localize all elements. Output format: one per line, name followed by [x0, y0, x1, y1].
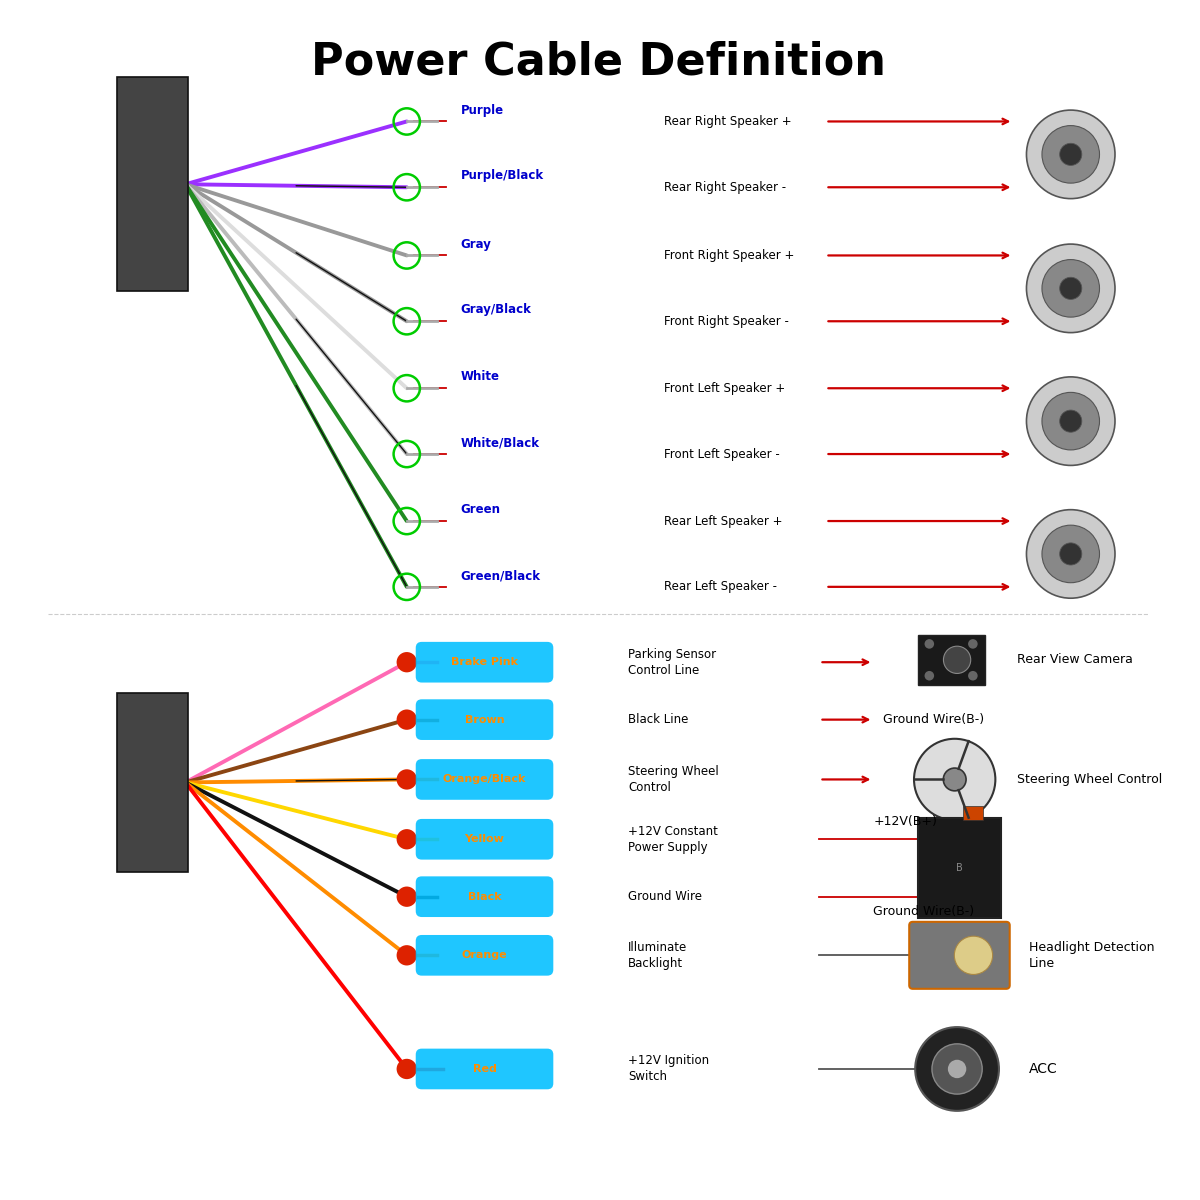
Text: Rear Right Speaker -: Rear Right Speaker -	[664, 181, 786, 193]
Text: Orange: Orange	[462, 950, 508, 960]
FancyBboxPatch shape	[964, 805, 983, 820]
Text: Front Left Speaker +: Front Left Speaker +	[664, 382, 785, 395]
Circle shape	[1026, 377, 1115, 466]
Text: White: White	[461, 371, 499, 384]
Circle shape	[968, 671, 978, 680]
FancyBboxPatch shape	[118, 694, 188, 871]
Text: Purple: Purple	[461, 103, 504, 116]
Circle shape	[954, 936, 992, 974]
Circle shape	[948, 1060, 966, 1078]
Circle shape	[1060, 277, 1081, 300]
Circle shape	[968, 640, 978, 649]
Circle shape	[924, 671, 934, 680]
FancyBboxPatch shape	[415, 1049, 553, 1090]
Circle shape	[916, 1027, 998, 1111]
Text: Green/Black: Green/Black	[461, 569, 540, 582]
Text: Power Cable Definition: Power Cable Definition	[311, 40, 886, 83]
Text: Purple/Black: Purple/Black	[461, 169, 544, 182]
Text: White/Black: White/Black	[461, 437, 540, 449]
Circle shape	[914, 739, 995, 820]
Text: Rear View Camera: Rear View Camera	[1016, 653, 1133, 666]
Circle shape	[1042, 126, 1099, 184]
FancyBboxPatch shape	[415, 935, 553, 976]
Text: Brown: Brown	[464, 715, 504, 725]
Circle shape	[943, 768, 966, 791]
Text: Black Line: Black Line	[628, 713, 689, 726]
Text: B: B	[956, 863, 962, 872]
Circle shape	[924, 640, 934, 649]
Text: Ground Wire(B-): Ground Wire(B-)	[883, 713, 984, 726]
Text: Parking Sensor
Control Line: Parking Sensor Control Line	[628, 648, 716, 677]
Text: Red: Red	[473, 1064, 497, 1074]
Circle shape	[1042, 526, 1099, 583]
Circle shape	[396, 709, 416, 730]
Text: +12V Ignition
Switch: +12V Ignition Switch	[628, 1055, 709, 1084]
Text: Front Right Speaker -: Front Right Speaker -	[664, 314, 788, 328]
Text: Front Right Speaker +: Front Right Speaker +	[664, 248, 794, 262]
Text: Rear Left Speaker -: Rear Left Speaker -	[664, 581, 776, 593]
Circle shape	[396, 829, 416, 850]
Text: Brake Pink: Brake Pink	[451, 658, 518, 667]
Text: Rear Right Speaker +: Rear Right Speaker +	[664, 115, 792, 128]
FancyBboxPatch shape	[910, 922, 1009, 989]
FancyBboxPatch shape	[415, 642, 553, 683]
Circle shape	[943, 646, 971, 673]
Text: Green: Green	[461, 503, 500, 516]
Circle shape	[1060, 143, 1081, 166]
Circle shape	[396, 1058, 416, 1079]
Text: Orange/Black: Orange/Black	[443, 774, 527, 785]
FancyBboxPatch shape	[415, 818, 553, 859]
Text: Steering Wheel
Control: Steering Wheel Control	[628, 764, 719, 794]
Text: Steering Wheel Control: Steering Wheel Control	[1016, 773, 1162, 786]
Text: Gray: Gray	[461, 238, 492, 251]
Text: Headlight Detection
Line: Headlight Detection Line	[1028, 941, 1154, 970]
FancyBboxPatch shape	[918, 635, 984, 685]
Circle shape	[1060, 410, 1081, 432]
Circle shape	[396, 946, 416, 966]
FancyBboxPatch shape	[415, 760, 553, 799]
Text: ACC: ACC	[1028, 1062, 1057, 1076]
Text: Front Left Speaker -: Front Left Speaker -	[664, 448, 780, 461]
FancyBboxPatch shape	[415, 876, 553, 917]
Circle shape	[1026, 244, 1115, 332]
FancyBboxPatch shape	[918, 817, 1001, 918]
Circle shape	[1060, 542, 1081, 565]
Circle shape	[1026, 110, 1115, 199]
Circle shape	[396, 769, 416, 790]
Text: Ground Wire: Ground Wire	[628, 890, 702, 904]
Text: Illuminate
Backlight: Illuminate Backlight	[628, 941, 688, 970]
Circle shape	[396, 652, 416, 672]
Circle shape	[1042, 392, 1099, 450]
Text: +12V(B+): +12V(B+)	[874, 815, 937, 828]
Text: +12V Constant
Power Supply: +12V Constant Power Supply	[628, 824, 718, 853]
Circle shape	[932, 1044, 983, 1094]
Circle shape	[1026, 510, 1115, 599]
FancyBboxPatch shape	[118, 77, 188, 292]
Text: Gray/Black: Gray/Black	[461, 304, 532, 317]
Text: Rear Left Speaker +: Rear Left Speaker +	[664, 515, 782, 528]
FancyBboxPatch shape	[415, 700, 553, 740]
Text: Ground Wire(B-): Ground Wire(B-)	[874, 905, 974, 918]
Circle shape	[1042, 259, 1099, 317]
Text: Black: Black	[468, 892, 502, 901]
Text: Yellow: Yellow	[464, 834, 504, 845]
Circle shape	[396, 887, 416, 907]
